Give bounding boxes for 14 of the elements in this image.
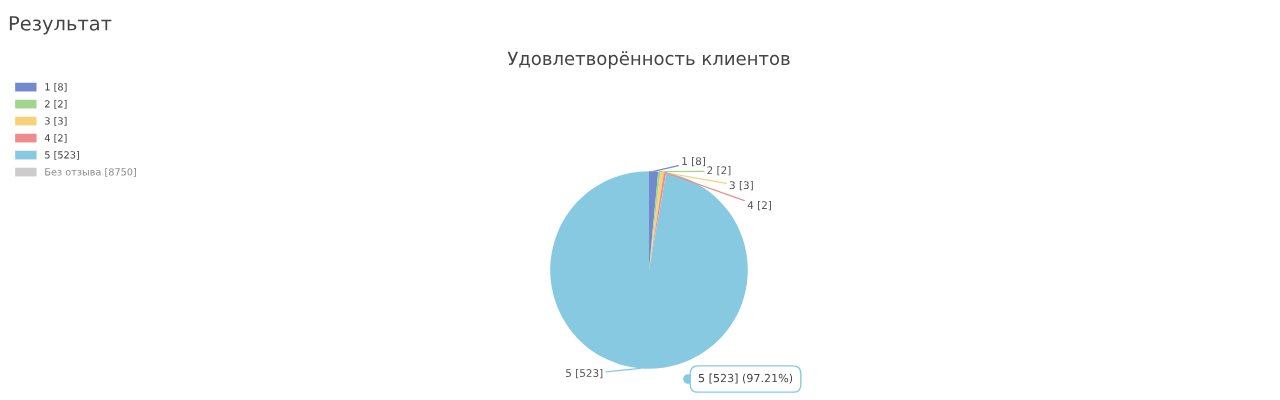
slice-label: 4 [2] [747, 200, 771, 211]
chart-subtitle: Результат [9, 16, 112, 35]
legend-label: 5 [523] [45, 151, 79, 160]
slice-label: 2 [2] [707, 166, 731, 176]
text: 5 [523] (97.21%) [698, 373, 793, 384]
chart-title: Удовлетворённость клиентов [507, 51, 790, 69]
slice-label: 5 [523] [566, 368, 603, 379]
text: Без отзыва [8750] [45, 168, 136, 177]
legend-label: 1 [8] [45, 83, 67, 92]
legend-label: 4 [2] [44, 134, 67, 143]
slice-label: 1 [8] [682, 157, 705, 167]
legend-label: 3 [3] [45, 117, 67, 126]
slice-label: 3 [3] [729, 181, 753, 191]
legend-label: 2 [2] [45, 100, 67, 109]
